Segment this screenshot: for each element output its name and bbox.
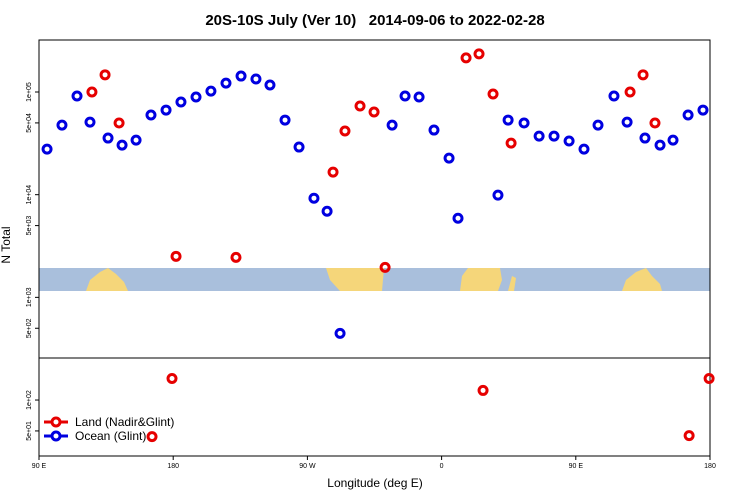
data-point <box>505 137 517 149</box>
y-tick-label: 1e+02 <box>26 390 33 410</box>
data-point <box>683 430 695 442</box>
y-tick-label: 1e+05 <box>26 82 33 102</box>
data-point <box>235 70 247 82</box>
data-point <box>413 91 425 103</box>
x-axis-title: Longitude (deg E) <box>327 476 422 490</box>
x-tick-label: 180 <box>704 463 716 470</box>
x-tick-label: 90 E <box>32 463 47 470</box>
legend-label: Ocean (Glint) <box>75 429 146 443</box>
data-point <box>473 48 485 60</box>
data-point <box>443 152 455 164</box>
data-point <box>354 100 366 112</box>
y-tick-label: 5e+02 <box>26 318 33 338</box>
data-point <box>113 117 125 129</box>
plot-frame <box>38 39 711 457</box>
data-point <box>621 116 633 128</box>
data-point <box>321 205 333 217</box>
data-point <box>334 327 346 339</box>
data-point <box>608 90 620 102</box>
y-tick-label: 1e+04 <box>26 185 33 205</box>
data-point <box>624 86 636 98</box>
data-point <box>518 117 530 129</box>
data-point <box>399 90 411 102</box>
data-point <box>502 114 514 126</box>
data-point <box>230 251 242 263</box>
legend-marker <box>50 416 62 428</box>
data-point <box>697 104 709 116</box>
y-tick-label: 1e+03 <box>26 287 33 307</box>
data-point <box>84 116 96 128</box>
data-point <box>130 134 142 146</box>
data-point <box>190 91 202 103</box>
legend-marker <box>50 430 62 442</box>
data-point <box>368 106 380 118</box>
y-tick-label: 5e+01 <box>26 421 33 441</box>
chart-title: 20S-10S July (Ver 10) 2014-09-06 to 2022… <box>205 12 544 29</box>
data-point <box>175 96 187 108</box>
data-point <box>71 90 83 102</box>
data-point <box>102 132 114 144</box>
x-tick-label: 90 E <box>569 463 584 470</box>
x-tick-label: 0 <box>440 463 444 470</box>
data-point <box>308 192 320 204</box>
data-point <box>166 373 178 385</box>
data-point <box>339 125 351 137</box>
data-point <box>477 384 489 396</box>
data-point <box>205 85 217 97</box>
y-tick-label: 5e+03 <box>26 216 33 236</box>
x-tick-label: 180 <box>167 463 179 470</box>
data-point <box>379 261 391 273</box>
data-point <box>533 130 545 142</box>
data-point <box>86 86 98 98</box>
data-point <box>639 132 651 144</box>
data-point <box>682 109 694 121</box>
data-point <box>264 79 276 91</box>
data-point <box>487 88 499 100</box>
data-point <box>492 189 504 201</box>
data-point <box>703 373 715 385</box>
data-point <box>250 73 262 85</box>
data-point <box>170 250 182 262</box>
data-point <box>592 119 604 131</box>
data-point <box>386 119 398 131</box>
y-tick-label: 5e+04 <box>26 113 33 133</box>
data-point <box>428 124 440 136</box>
data-point <box>548 130 560 142</box>
data-point <box>578 143 590 155</box>
data-point <box>145 109 157 121</box>
data-point <box>452 212 464 224</box>
data-point <box>116 139 128 151</box>
data-point <box>56 119 68 131</box>
data-point <box>654 139 666 151</box>
data-point <box>41 143 53 155</box>
data-point <box>637 69 649 81</box>
data-point <box>293 141 305 153</box>
data-point <box>99 69 111 81</box>
data-point <box>667 134 679 146</box>
x-tick-label: 90 W <box>299 463 316 470</box>
data-point <box>146 431 158 443</box>
data-point <box>279 114 291 126</box>
data-point <box>160 104 172 116</box>
legend-label: Land (Nadir&Glint) <box>75 415 174 429</box>
data-point <box>649 117 661 129</box>
data-point <box>460 52 472 64</box>
data-point <box>563 135 575 147</box>
data-point <box>220 77 232 89</box>
data-point <box>327 166 339 178</box>
map-strip <box>39 268 710 291</box>
y-axis-title: N Total <box>0 226 13 263</box>
